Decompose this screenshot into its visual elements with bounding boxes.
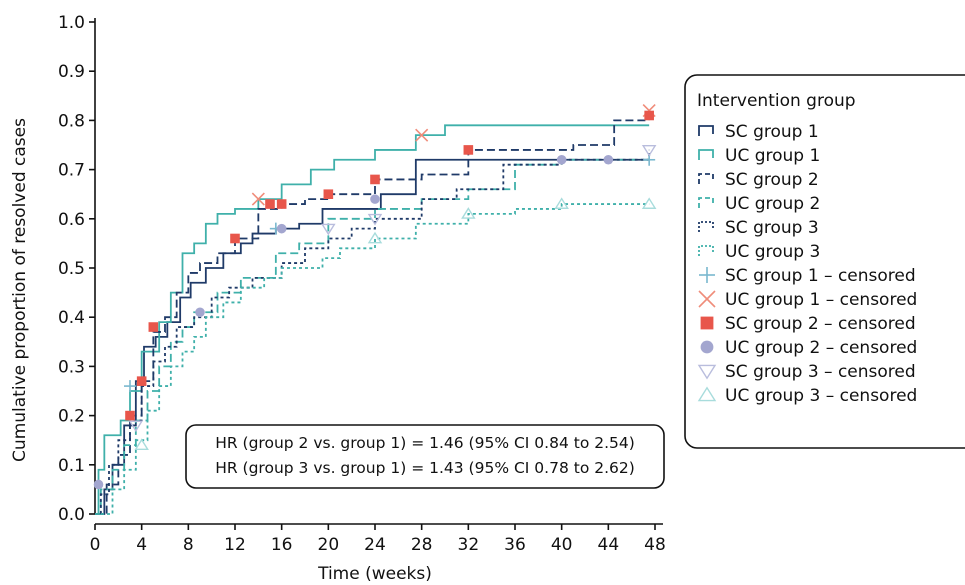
censor-marker [641,145,657,157]
legend-marker-symbol [697,386,717,402]
censor-marker [136,376,147,386]
x-tick-label: 48 [644,535,666,555]
censor-marker [265,199,275,209]
legend-marker-symbol [700,316,714,330]
legend-label: SC group 1 – censored [725,266,916,286]
censor-marker [556,154,567,165]
legend-label: UC group 2 – censored [725,338,917,358]
censor-marker [148,322,159,332]
y-axis-title: Cumulative proportion of resolved cases [10,118,30,462]
censor-marker [128,420,144,433]
legend-label: SC group 3 – censored [725,362,916,382]
legend-items: SC group 1 UC group 1 SC group 2 UC group 2… [697,122,917,406]
legend-marker-symbol [698,290,716,308]
censor-marker [415,128,429,142]
censor-marker [603,154,614,165]
x-tick-label: 36 [504,535,526,555]
censor-marker [124,380,136,393]
censor-marker [134,438,149,451]
censor-marker [195,307,205,318]
x-tick-label: 20 [318,535,340,555]
legend-marker-symbol [699,267,715,283]
km-step-line [95,203,650,515]
legend-line-symbol [698,221,714,232]
censor-marker [323,189,334,199]
legend-marker-symbol [700,340,714,354]
legend-label: SC group 2 [725,170,819,190]
legend-label: UC group 3 – censored [725,386,917,406]
y-tick-label: 1.0 [58,13,85,33]
y-tick-label: 0.1 [58,456,85,476]
y-tick-label: 0.0 [58,505,85,525]
y-tick-label: 0.2 [58,407,85,427]
censor-marker [276,199,287,209]
legend-line-symbol [698,173,714,184]
y-tick-label: 0.5 [58,259,85,279]
censor-marker [461,207,476,219]
y-tick-label: 0.8 [58,111,85,131]
censor-marker [554,197,569,209]
censor-marker [251,192,265,206]
censor-marker [370,194,380,204]
y-tick-label: 0.4 [58,308,85,328]
legend-line-symbol [698,197,714,208]
hr-annotation-box [185,424,665,489]
censor-marker [641,197,657,209]
y-tick-label: 0.3 [58,357,85,377]
x-tick-label: 44 [598,535,620,555]
censor-marker [367,231,383,244]
x-tick-label: 16 [271,535,293,555]
censor-marker [644,110,654,121]
legend-marker-symbol [697,364,717,380]
x-tick-label: 24 [364,535,386,555]
legend-title: Intervention group [697,91,856,111]
x-tick-label: 40 [551,535,573,555]
x-tick-label: 8 [183,535,194,555]
censor-marker [276,223,287,234]
y-tick-label: 0.6 [58,210,85,230]
legend-label: UC group 1 [725,146,820,166]
legend-label: UC group 2 [725,194,820,214]
axes: 0.00.10.20.30.40.50.60.70.80.91.00 4 8 12 16… [58,13,666,555]
censor-marker [230,233,240,244]
km-step-line [95,124,650,515]
legend-line-symbol [698,245,714,256]
y-tick-label: 0.9 [58,62,85,82]
x-tick-label: 32 [458,535,480,555]
x-tick-label: 0 [90,535,101,555]
legend-box [684,74,965,449]
legend: Intervention group SC group 1UC group 1S… [684,74,965,449]
km-step-line [95,149,651,515]
y-tick-label: 0.7 [58,161,85,181]
legend-label: SC group 3 [725,218,819,238]
legend-label: SC group 2 – censored [725,314,916,334]
hr-annotation-line: HR (group 3 vs. group 1) = 1.43 (95% CI … [215,459,635,477]
censor-marker [93,479,104,490]
censor-marker-layer [93,103,657,490]
x-tick-label: 12 [224,535,246,555]
hr-annotation-line: HR (group 2 vs. group 1) = 1.46 (95% CI … [215,434,635,452]
km-step-line [95,154,651,515]
legend-label: UC group 3 [725,242,820,262]
censor-marker [463,145,474,155]
legend-label: SC group 1 [725,122,819,142]
censor-marker [370,174,380,185]
legend-line-symbol [698,149,714,160]
censor-marker [321,223,336,236]
censor-marker [125,410,135,421]
x-axis-title: Time (weeks) [317,564,432,584]
hr-annotation: HR (group 2 vs. group 1) = 1.46 (95% CI … [185,424,665,489]
x-tick-label: 4 [136,535,147,555]
legend-line-symbol [698,125,714,136]
censor-marker [367,213,383,226]
x-tick-label: 28 [411,535,433,555]
legend-label: UC group 1 – censored [725,290,917,310]
